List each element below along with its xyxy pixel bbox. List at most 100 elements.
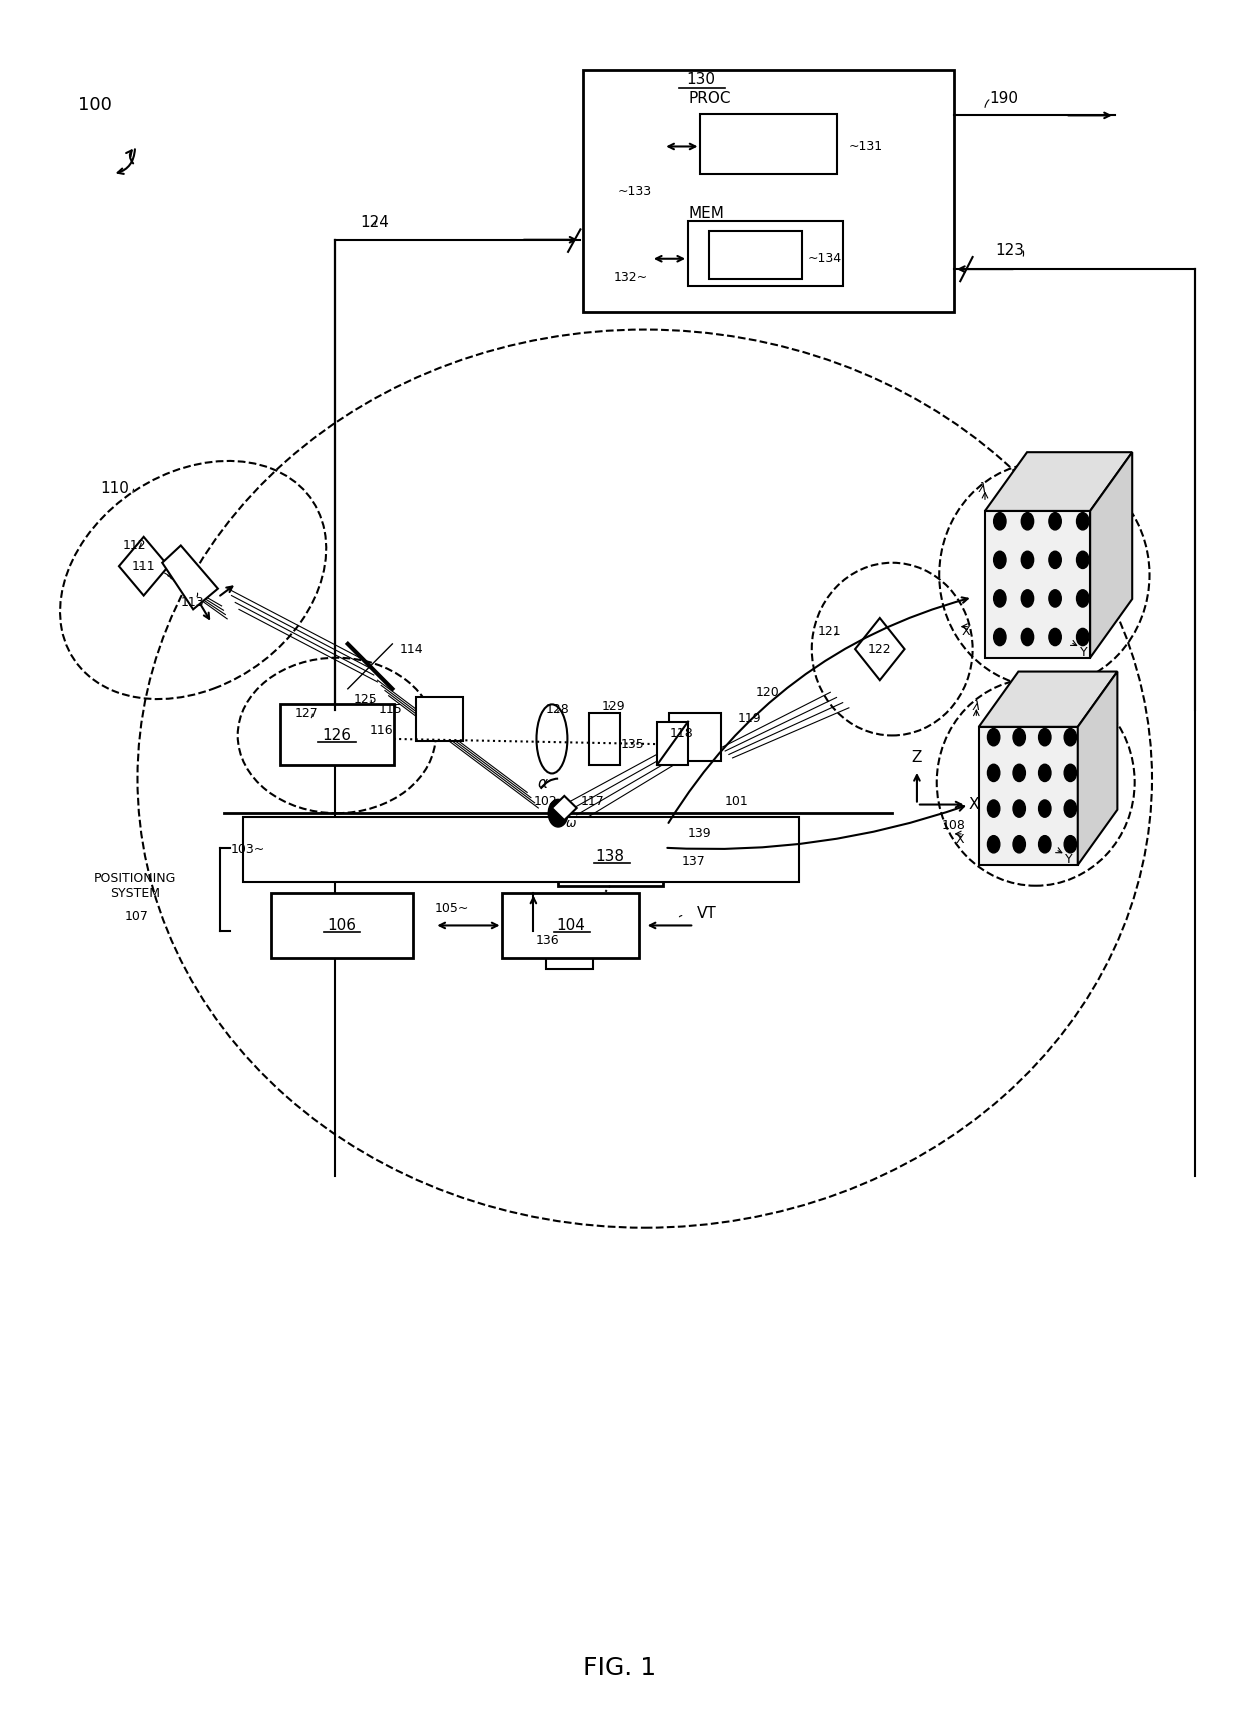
Circle shape bbox=[987, 836, 999, 853]
Circle shape bbox=[1076, 590, 1089, 607]
Text: 107: 107 bbox=[125, 910, 149, 924]
Text: $\lambda$: $\lambda$ bbox=[978, 481, 987, 495]
Text: 115: 115 bbox=[378, 702, 403, 716]
Bar bbox=[558, 825, 663, 886]
Bar bbox=[657, 721, 688, 765]
Bar bbox=[546, 931, 593, 969]
Circle shape bbox=[993, 552, 1006, 569]
Text: 136: 136 bbox=[536, 934, 559, 948]
Text: ~133: ~133 bbox=[618, 185, 652, 197]
Circle shape bbox=[1049, 552, 1061, 569]
Polygon shape bbox=[552, 796, 577, 820]
Circle shape bbox=[548, 799, 568, 827]
Text: POSITIONING
SYSTEM: POSITIONING SYSTEM bbox=[94, 872, 176, 900]
Text: X: X bbox=[956, 832, 965, 846]
Text: 106: 106 bbox=[327, 919, 356, 932]
Text: 116: 116 bbox=[370, 723, 394, 737]
Polygon shape bbox=[856, 618, 904, 680]
Text: 112: 112 bbox=[123, 540, 146, 552]
Text: 108: 108 bbox=[941, 818, 966, 832]
Text: 139: 139 bbox=[688, 827, 712, 841]
Text: MEM: MEM bbox=[688, 206, 724, 221]
Polygon shape bbox=[985, 452, 1132, 510]
Bar bbox=[688, 221, 843, 287]
Text: 190: 190 bbox=[990, 90, 1018, 106]
Polygon shape bbox=[1078, 671, 1117, 865]
Bar bbox=[415, 697, 463, 740]
Text: 101: 101 bbox=[725, 794, 749, 808]
Bar bbox=[502, 893, 639, 958]
Text: PROC: PROC bbox=[688, 90, 730, 106]
Circle shape bbox=[1013, 836, 1025, 853]
Text: 120: 120 bbox=[756, 685, 780, 699]
Circle shape bbox=[1039, 765, 1052, 782]
Circle shape bbox=[1076, 552, 1089, 569]
Circle shape bbox=[993, 590, 1006, 607]
Polygon shape bbox=[1090, 452, 1132, 657]
Circle shape bbox=[1076, 512, 1089, 529]
Bar bbox=[583, 71, 954, 313]
Text: $\alpha$: $\alpha$ bbox=[537, 777, 549, 791]
Text: $\lambda$: $\lambda$ bbox=[972, 699, 981, 713]
Bar bbox=[243, 817, 800, 882]
Circle shape bbox=[1022, 590, 1034, 607]
Text: 130: 130 bbox=[686, 71, 715, 87]
Circle shape bbox=[1022, 512, 1034, 529]
Circle shape bbox=[1064, 836, 1076, 853]
Bar bbox=[701, 114, 837, 175]
Text: 104: 104 bbox=[556, 919, 585, 932]
Circle shape bbox=[987, 728, 999, 746]
Text: $\omega$: $\omega$ bbox=[564, 817, 577, 830]
Ellipse shape bbox=[537, 704, 568, 773]
Text: 102: 102 bbox=[533, 794, 557, 808]
Circle shape bbox=[993, 512, 1006, 529]
Circle shape bbox=[987, 765, 999, 782]
Circle shape bbox=[993, 628, 1006, 645]
Text: 132~: 132~ bbox=[614, 272, 649, 284]
Text: 121: 121 bbox=[818, 625, 842, 638]
Polygon shape bbox=[162, 545, 218, 609]
Text: FIG. 1: FIG. 1 bbox=[584, 1656, 656, 1680]
Circle shape bbox=[1064, 765, 1076, 782]
Text: 122: 122 bbox=[868, 642, 892, 656]
Circle shape bbox=[1049, 590, 1061, 607]
Circle shape bbox=[1076, 628, 1089, 645]
Text: Y: Y bbox=[1065, 853, 1073, 867]
Circle shape bbox=[1039, 836, 1052, 853]
Circle shape bbox=[1049, 512, 1061, 529]
Text: 124: 124 bbox=[360, 215, 389, 230]
Circle shape bbox=[1064, 728, 1076, 746]
Bar bbox=[709, 232, 802, 280]
Text: 103~: 103~ bbox=[231, 843, 264, 856]
Circle shape bbox=[1039, 728, 1052, 746]
Circle shape bbox=[1039, 799, 1052, 817]
Bar bbox=[589, 713, 620, 765]
Circle shape bbox=[1022, 552, 1034, 569]
Text: VT: VT bbox=[697, 907, 717, 920]
Text: 125: 125 bbox=[353, 692, 378, 706]
Text: 118: 118 bbox=[670, 727, 693, 740]
Circle shape bbox=[1013, 765, 1025, 782]
Polygon shape bbox=[978, 671, 1117, 727]
Text: 135: 135 bbox=[621, 737, 645, 751]
Circle shape bbox=[1049, 628, 1061, 645]
Text: X: X bbox=[962, 625, 971, 638]
Bar bbox=[670, 713, 722, 761]
Text: 113: 113 bbox=[181, 595, 205, 609]
Text: 138: 138 bbox=[595, 849, 625, 863]
Text: 127: 127 bbox=[295, 706, 319, 720]
Text: 137: 137 bbox=[682, 855, 706, 868]
Text: 129: 129 bbox=[601, 699, 625, 713]
Text: 110: 110 bbox=[100, 481, 129, 497]
Text: 105~: 105~ bbox=[434, 901, 469, 915]
Polygon shape bbox=[985, 510, 1090, 657]
Text: 111: 111 bbox=[131, 561, 155, 573]
Circle shape bbox=[1013, 799, 1025, 817]
Text: Y: Y bbox=[1080, 645, 1087, 659]
Text: 114: 114 bbox=[399, 642, 423, 656]
Text: 126: 126 bbox=[322, 728, 351, 742]
Text: ~131: ~131 bbox=[849, 140, 883, 152]
Polygon shape bbox=[978, 727, 1078, 865]
Text: 123: 123 bbox=[996, 242, 1024, 258]
Text: ~134: ~134 bbox=[808, 253, 842, 265]
